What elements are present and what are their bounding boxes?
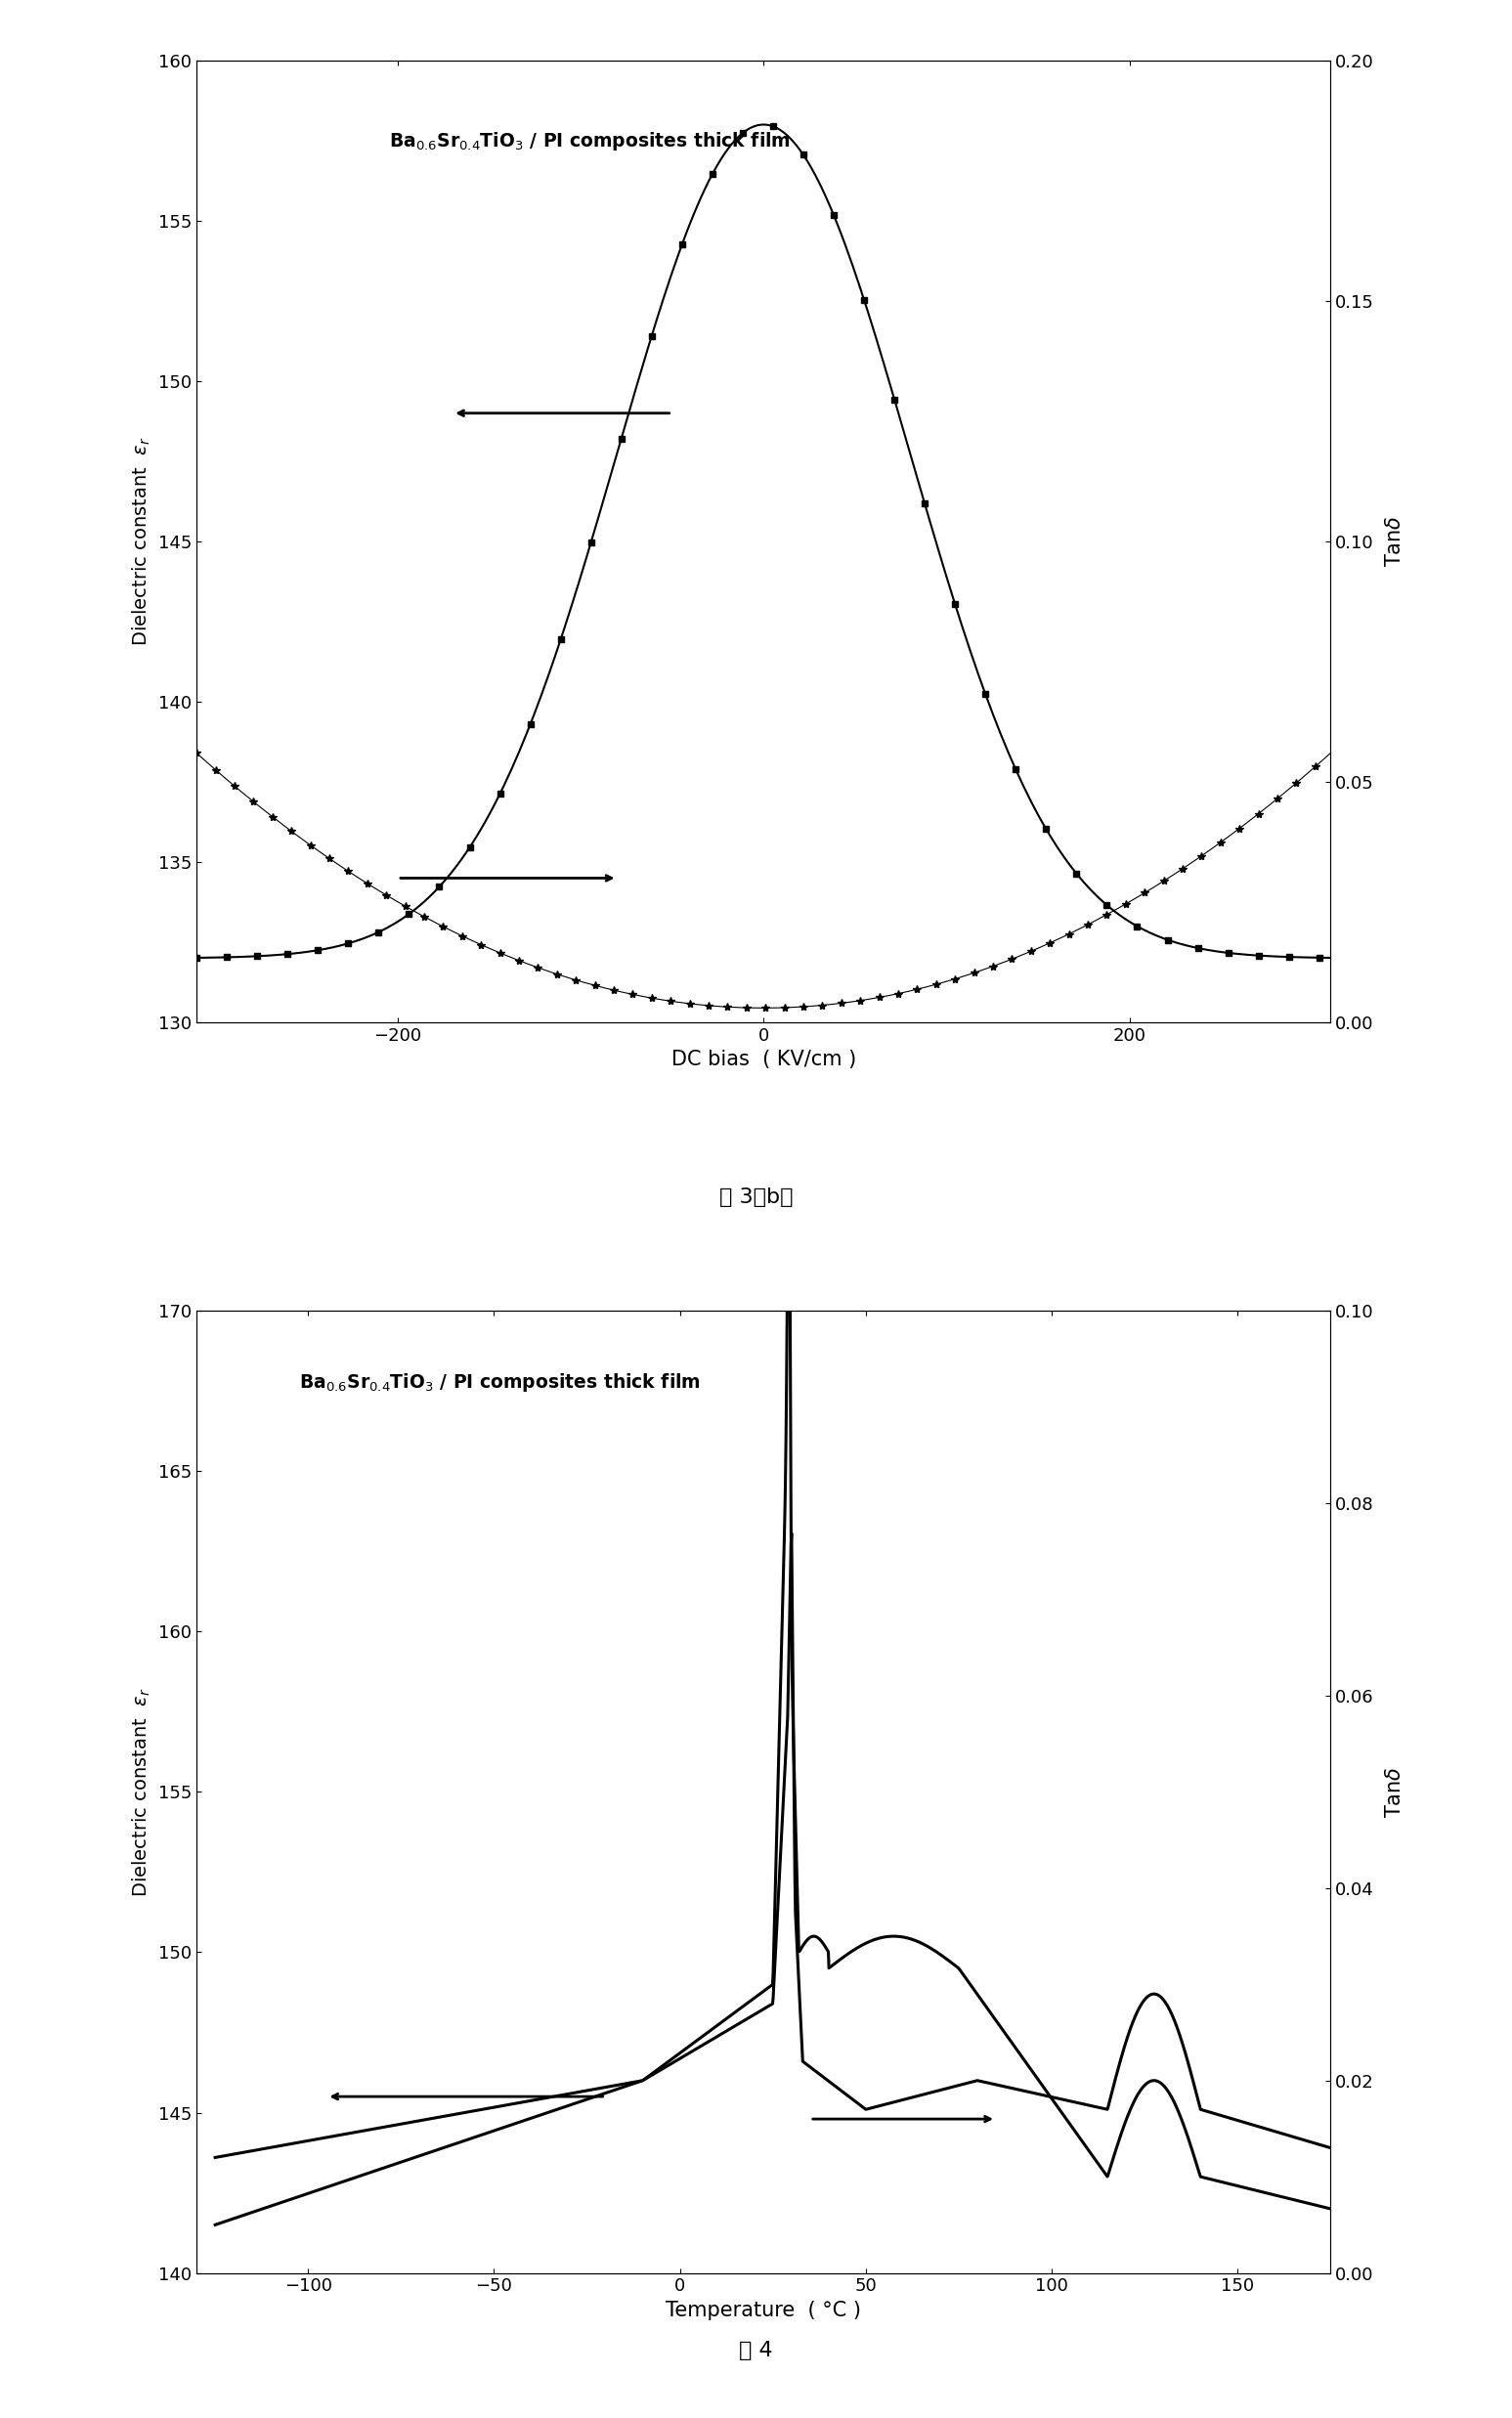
Y-axis label: Dielectric constant  $\varepsilon_r$: Dielectric constant $\varepsilon_r$ xyxy=(132,1688,153,1896)
Text: Ba$_{0.6}$Sr$_{0.4}$TiO$_3$ / PI composites thick film: Ba$_{0.6}$Sr$_{0.4}$TiO$_3$ / PI composi… xyxy=(299,1371,700,1393)
Text: 图 3（b）: 图 3（b） xyxy=(720,1187,792,1207)
Y-axis label: Tan$\delta$: Tan$\delta$ xyxy=(1385,515,1405,568)
Text: Ba$_{0.6}$Sr$_{0.4}$TiO$_3$ / PI composites thick film: Ba$_{0.6}$Sr$_{0.4}$TiO$_3$ / PI composi… xyxy=(390,131,791,152)
Y-axis label: Dielectric constant  $\varepsilon_r$: Dielectric constant $\varepsilon_r$ xyxy=(132,438,153,646)
Y-axis label: Tan$\delta$: Tan$\delta$ xyxy=(1385,1765,1405,1818)
Text: 图 4: 图 4 xyxy=(739,2341,773,2360)
X-axis label: DC bias  ( KV/cm ): DC bias ( KV/cm ) xyxy=(671,1049,856,1069)
X-axis label: Temperature  ( °C ): Temperature ( °C ) xyxy=(665,2300,862,2321)
